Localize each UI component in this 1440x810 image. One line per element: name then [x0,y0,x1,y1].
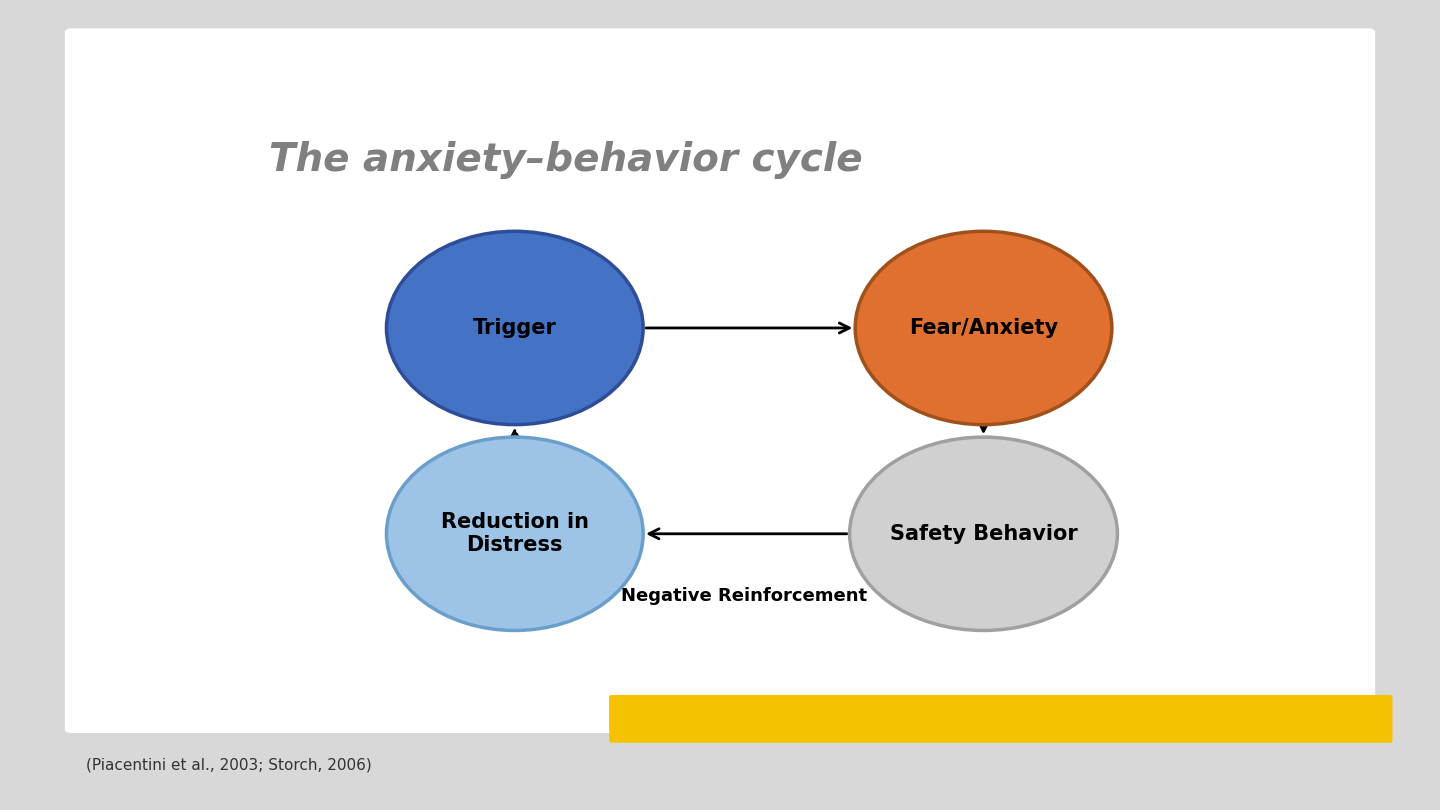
Ellipse shape [850,437,1117,630]
Ellipse shape [386,232,644,424]
Text: Reduction in
Distress: Reduction in Distress [441,512,589,556]
Text: The anxiety–behavior cycle: The anxiety–behavior cycle [269,141,863,179]
Text: Safety Behavior: Safety Behavior [890,524,1077,544]
Text: (Piacentini et al., 2003; Storch, 2006): (Piacentini et al., 2003; Storch, 2006) [86,757,372,773]
Text: Trigger: Trigger [472,318,557,338]
Text: Negative Reinforcement: Negative Reinforcement [621,586,867,605]
Ellipse shape [386,437,644,630]
Ellipse shape [855,232,1112,424]
Text: Fear/Anxiety: Fear/Anxiety [909,318,1058,338]
